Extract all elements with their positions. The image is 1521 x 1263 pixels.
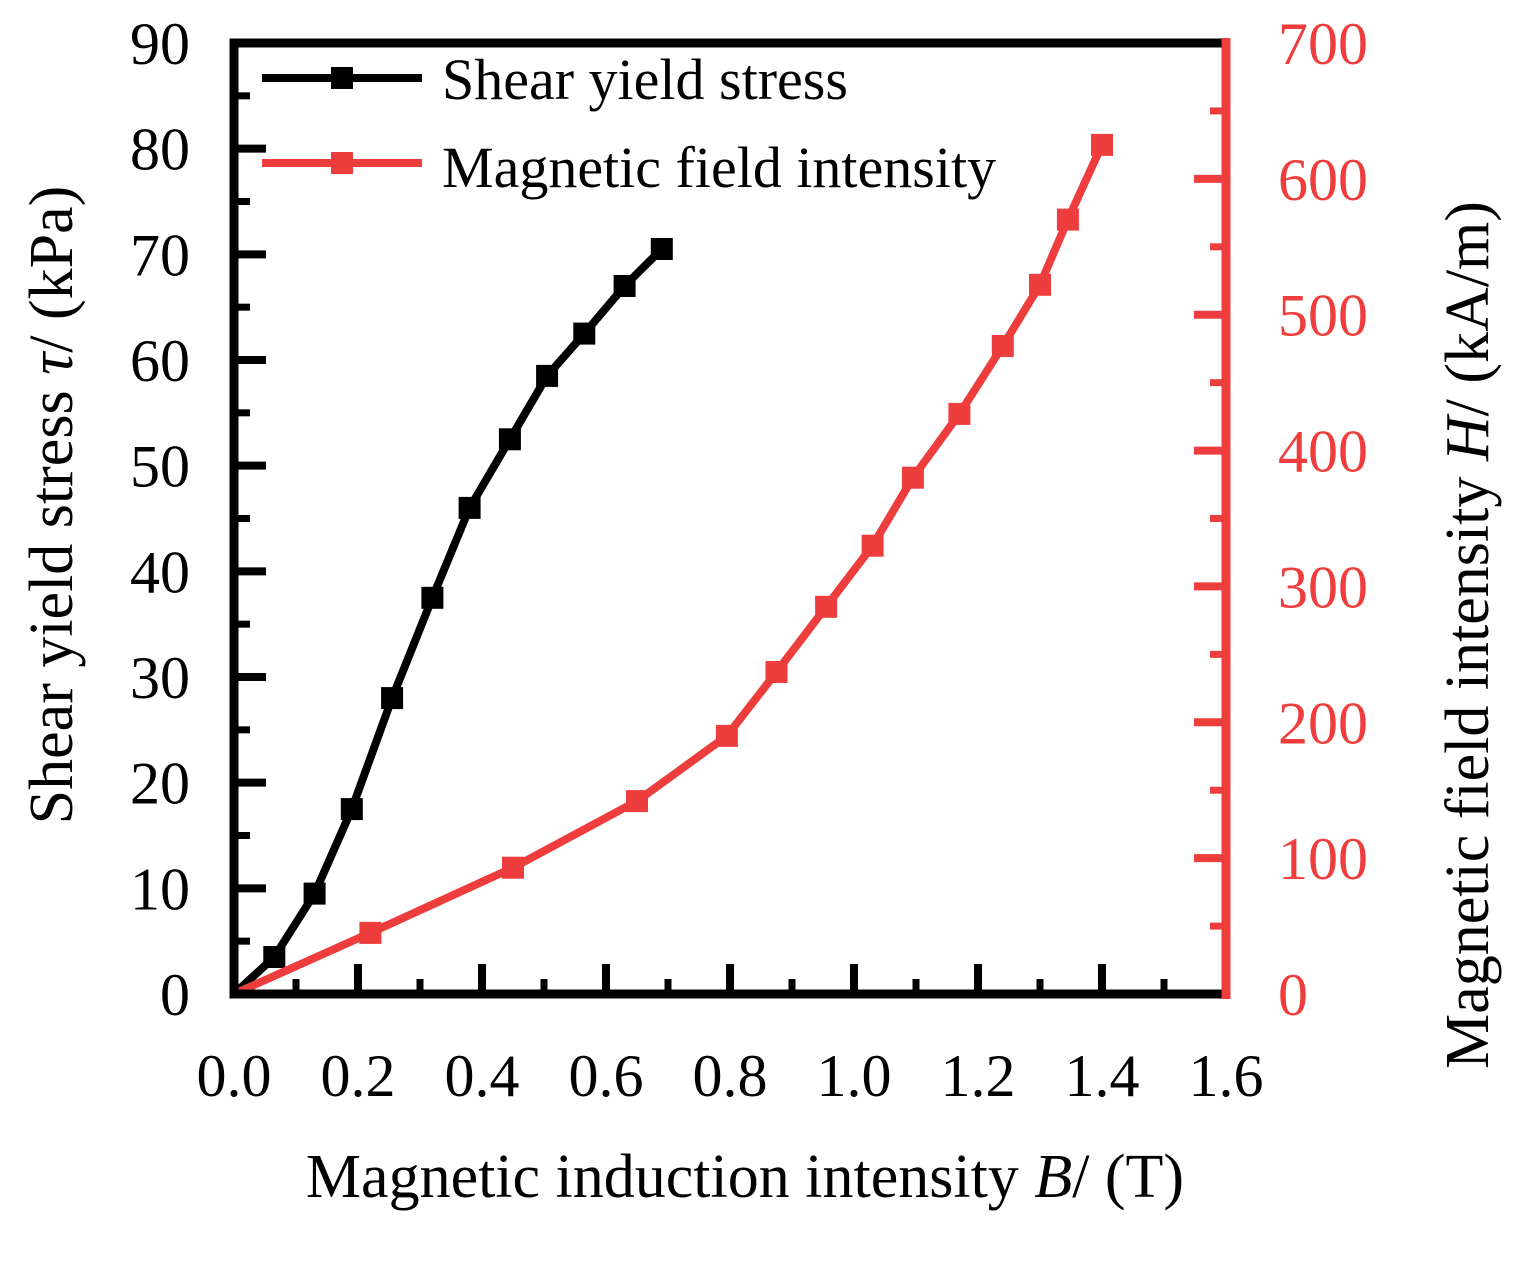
series-marker-1 <box>901 466 924 489</box>
y-right-tick-label: 200 <box>1278 690 1368 756</box>
y-right-tick-label: 300 <box>1278 554 1368 620</box>
x-tick-label: 0.4 <box>445 1043 520 1109</box>
y-right-axis-title: Magnetic field intensity H/ (kA/m) <box>1434 201 1502 1069</box>
y-right-tick-label: 400 <box>1278 419 1368 485</box>
labels-layer: 0.0 0.2 0.4 0.6 0.8 1.0 1.2 1.4 1.60102030405060… <box>130 11 1368 1109</box>
y-left-tick-label: 90 <box>130 11 190 77</box>
series-marker-1 <box>1056 208 1079 231</box>
x-tick-label: 1.4 <box>1065 1043 1140 1109</box>
x-tick-label: 0.0 <box>197 1043 272 1109</box>
series-marker-0 <box>263 946 286 968</box>
y-left-tick-label: 70 <box>130 222 190 288</box>
series-marker-1 <box>815 595 838 618</box>
x-tick-label: 1.0 <box>817 1043 892 1109</box>
legend-marker-shear <box>331 67 353 89</box>
series-marker-1 <box>502 856 524 879</box>
legend: Shear yield stress Magnetic field intens… <box>262 47 996 200</box>
series-marker-1 <box>948 402 971 425</box>
y-left-tick-label: 30 <box>130 645 190 711</box>
series-marker-1 <box>861 534 884 557</box>
series-layer <box>230 133 1113 998</box>
y-left-tick-label: 80 <box>130 117 190 183</box>
y-right-tick-label: 700 <box>1278 11 1368 77</box>
y-right-title-prefix: Magnetic field intensity <box>1434 461 1502 1069</box>
x-tick-label: 0.6 <box>569 1043 644 1109</box>
x-axis-title-prefix: Magnetic induction intensity <box>306 1143 1034 1211</box>
y-right-tick-label: 100 <box>1278 826 1368 892</box>
x-axis-title: Magnetic induction intensity B/ (T) <box>306 1143 1184 1211</box>
series-marker-0 <box>650 238 673 260</box>
y-left-tick-label: 10 <box>130 856 190 922</box>
y-right-tick-label: 500 <box>1278 283 1368 349</box>
y-left-axis-title: Shear yield stress τ/ (kPa) <box>18 186 86 825</box>
y-left-tick-label: 40 <box>130 539 190 605</box>
y-left-title-prefix: Shear yield stress <box>18 375 86 824</box>
y-left-tick-label: 60 <box>130 328 190 394</box>
series-marker-0 <box>498 428 521 451</box>
series-marker-0 <box>421 586 444 609</box>
y-right-tick-label: 600 <box>1278 147 1368 213</box>
series-marker-1 <box>715 724 738 747</box>
y-left-tick-label: 50 <box>130 434 190 500</box>
series-marker-0 <box>573 322 596 345</box>
series-marker-0 <box>536 364 559 387</box>
series-marker-1 <box>359 921 382 944</box>
x-tick-label: 0.2 <box>321 1043 396 1109</box>
y-left-tick-label: 20 <box>130 751 190 817</box>
series-marker-1 <box>1091 133 1113 156</box>
series-line-0 <box>230 245 666 998</box>
legend-marker-field <box>331 152 353 174</box>
y-left-tick-label: 0 <box>160 962 190 1028</box>
y-right-title-symbol: H <box>1434 413 1502 462</box>
series-line-1 <box>230 140 1106 998</box>
series-marker-1 <box>765 661 788 683</box>
y-left-title-symbol: τ <box>18 350 86 375</box>
y-right-title-suffix: / (kA/m) <box>1434 201 1502 416</box>
x-axis-title-suffix: / (T) <box>1072 1143 1184 1211</box>
series-marker-1 <box>626 790 648 813</box>
series-marker-0 <box>340 798 363 821</box>
x-tick-label: 1.6 <box>1189 1043 1264 1109</box>
series-marker-1 <box>1029 273 1051 296</box>
legend-label-shear: Shear yield stress <box>442 47 848 112</box>
y-left-title-suffix: / (kPa) <box>18 186 86 353</box>
series-marker-0 <box>381 687 404 710</box>
x-axis-title-symbol: B <box>1034 1143 1072 1211</box>
series-marker-0 <box>303 882 326 905</box>
series-marker-1 <box>991 335 1014 357</box>
x-tick-label: 0.8 <box>693 1043 768 1109</box>
x-tick-label: 1.2 <box>941 1043 1016 1109</box>
series-marker-0 <box>458 496 481 519</box>
y-right-tick-label: 0 <box>1278 962 1308 1028</box>
series-marker-0 <box>613 275 636 297</box>
legend-label-field: Magnetic field intensity <box>442 135 996 200</box>
